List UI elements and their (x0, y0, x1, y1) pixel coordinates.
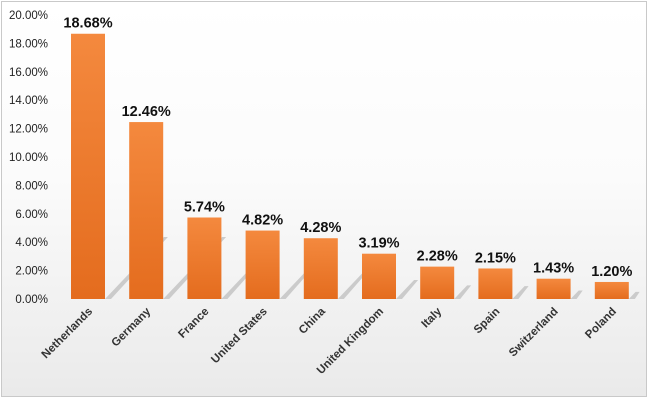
x-tick-label: Germany (110, 305, 154, 349)
y-tick-label: 0.00% (15, 294, 48, 306)
data-label: 1.43% (533, 261, 574, 277)
bar-shadow (454, 285, 472, 299)
data-label: 18.68% (63, 16, 112, 32)
data-label: 2.15% (475, 250, 516, 266)
y-tick-label: 2.00% (15, 266, 48, 278)
bar-united-kingdom (362, 253, 396, 299)
data-label: 3.19% (358, 236, 399, 252)
x-tick-label: Spain (472, 306, 503, 337)
y-tick-label: 18.00% (9, 38, 48, 50)
bar-china (303, 238, 338, 299)
bar-shadow (628, 291, 640, 299)
data-label: 2.28% (417, 249, 458, 265)
data-label: 4.28% (300, 220, 341, 236)
bar-italy (420, 266, 455, 299)
bar-spain (478, 268, 513, 299)
y-tick-label: 14.00% (9, 95, 48, 107)
bar-united-states (245, 230, 280, 299)
data-label: 4.82% (242, 213, 283, 229)
x-tick-label: United States (209, 306, 269, 366)
bar-france (187, 217, 222, 299)
x-tick-label: China (297, 305, 329, 337)
data-label: 12.46% (122, 104, 171, 120)
bar-poland (594, 281, 629, 299)
bar-netherlands (71, 33, 105, 300)
data-label: 1.20% (591, 264, 632, 280)
y-tick-label: 20.00% (9, 10, 48, 22)
y-tick-label: 16.00% (9, 67, 48, 79)
bar-shadow (512, 286, 529, 299)
y-tick-label: 12.00% (9, 124, 48, 136)
bar-switzerland (536, 278, 571, 299)
bar-shadow (279, 270, 311, 299)
x-tick-label: France (176, 306, 211, 341)
x-tick-label: Poland (583, 306, 619, 342)
bar-germany (129, 122, 164, 300)
y-tick-label: 8.00% (15, 180, 48, 192)
x-tick-label: Netherlands (40, 306, 95, 361)
y-tick-label: 6.00% (15, 209, 48, 221)
data-labels: 18.68% 12.46% 5.74% 4.82% 4.28% 3.19% 2.28% 2.1… (63, 16, 632, 280)
x-tick-label: Switzerland (507, 306, 561, 360)
bar-shadow (337, 273, 367, 299)
data-label: 5.74% (184, 199, 225, 215)
y-tick-label: 10.00% (9, 152, 48, 164)
x-tick-label: Italy (420, 305, 445, 330)
y-axis: 0.00% 2.00% 4.00% 6.00% 8.00% 10.00% 12.00% 14.… (9, 10, 48, 306)
bar-shadow (396, 279, 419, 299)
y-tick-label: 4.00% (15, 237, 48, 249)
bar-shadow (570, 290, 583, 299)
bars (71, 33, 629, 300)
